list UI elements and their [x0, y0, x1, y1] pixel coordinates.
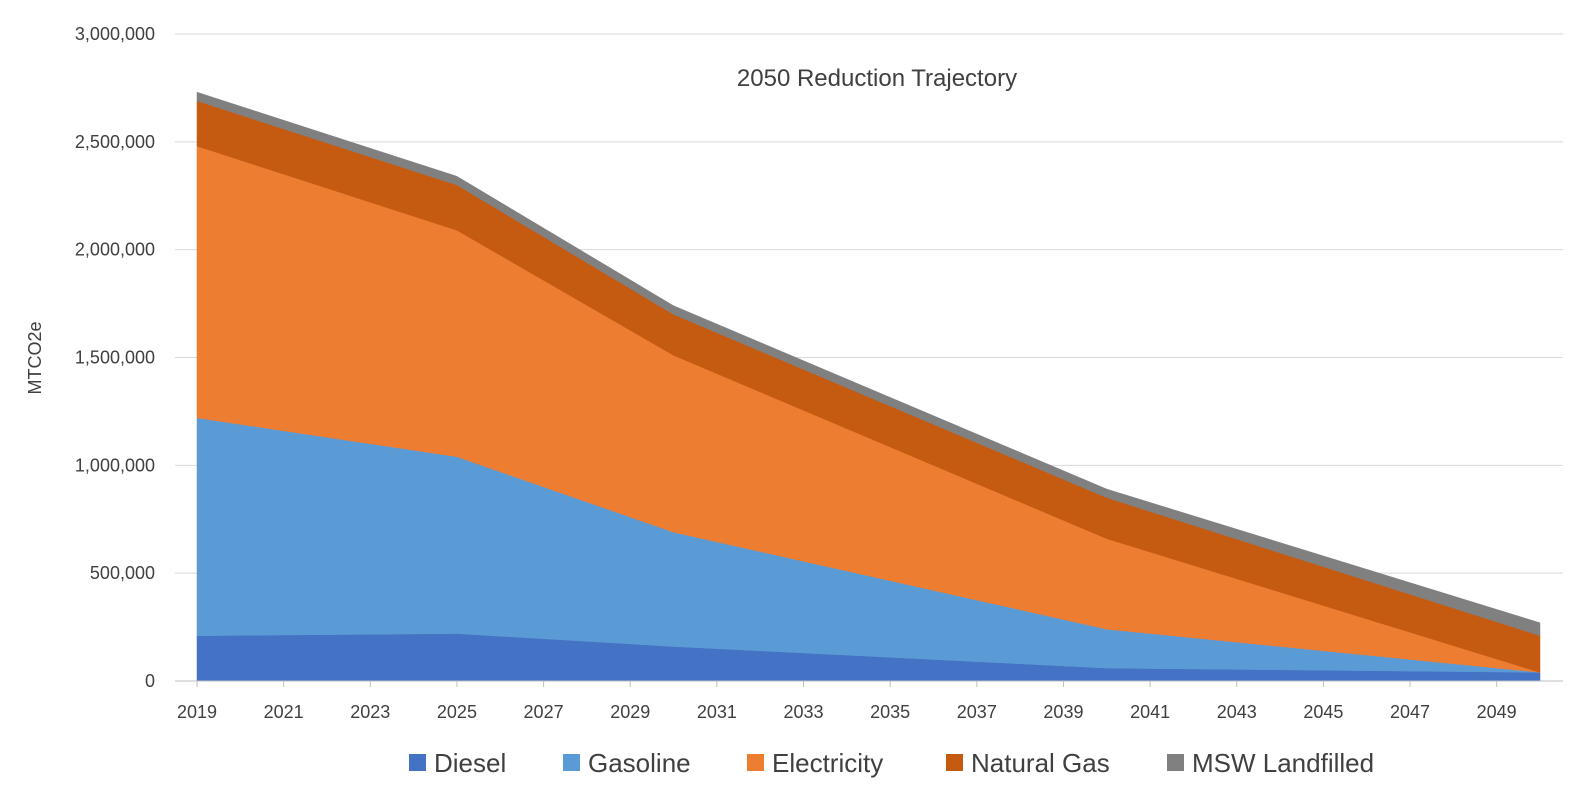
legend-swatch [563, 754, 580, 771]
legend-swatch [409, 754, 426, 771]
x-tick-label: 2029 [610, 702, 650, 722]
y-tick-label: 1,000,000 [75, 455, 155, 475]
y-tick-label: 2,500,000 [75, 132, 155, 152]
x-tick-label: 2041 [1130, 702, 1170, 722]
legend-swatch [747, 754, 764, 771]
axis-layer: 0 500,000 1,000,000 1,500,000 2,000,000 2,500… [75, 24, 1563, 722]
y-tick-label: 2,000,000 [75, 240, 155, 260]
legend-item-electricity: Electricity [747, 748, 883, 778]
y-tick-label: 1,500,000 [75, 348, 155, 368]
x-tick-label: 2031 [697, 702, 737, 722]
legend-label: Gasoline [588, 748, 691, 778]
legend-item-msw-landfilled: MSW Landfilled [1167, 748, 1374, 778]
x-tick-label: 2027 [524, 702, 564, 722]
x-tick-label: 2021 [264, 702, 304, 722]
legend-label: Natural Gas [971, 748, 1110, 778]
x-tick-label: 2037 [957, 702, 997, 722]
x-tick-label: 2035 [870, 702, 910, 722]
y-tick-label: 0 [145, 671, 155, 691]
x-tick-label: 2047 [1390, 702, 1430, 722]
x-tick-label: 2039 [1043, 702, 1083, 722]
x-tick-label: 2043 [1217, 702, 1257, 722]
legend-item-diesel: Diesel [409, 748, 506, 778]
y-axis-title: MTCO2e [25, 321, 45, 394]
legend-item-natural-gas: Natural Gas [946, 748, 1110, 778]
x-tick-label: 2045 [1303, 702, 1343, 722]
x-tick-label: 2049 [1477, 702, 1517, 722]
legend-label: Diesel [434, 748, 506, 778]
x-tick-label: 2023 [350, 702, 390, 722]
chart-title: 2050 Reduction Trajectory [737, 65, 1017, 92]
legend: Diesel Gasoline Electricity Natural Gas MSW … [409, 748, 1374, 778]
x-tick-label: 2025 [437, 702, 477, 722]
y-tick-label: 3,000,000 [75, 24, 155, 44]
area-layer [196, 91, 1541, 682]
x-tick-label: 2019 [177, 702, 217, 722]
legend-item-gasoline: Gasoline [563, 748, 691, 778]
y-tick-label: 500,000 [90, 563, 155, 583]
x-tick-label: 2033 [783, 702, 823, 722]
legend-label: Electricity [772, 748, 883, 778]
legend-swatch [946, 754, 963, 771]
legend-label: MSW Landfilled [1192, 748, 1374, 778]
legend-swatch [1167, 754, 1184, 771]
area-msw-landfilled [196, 91, 1541, 637]
